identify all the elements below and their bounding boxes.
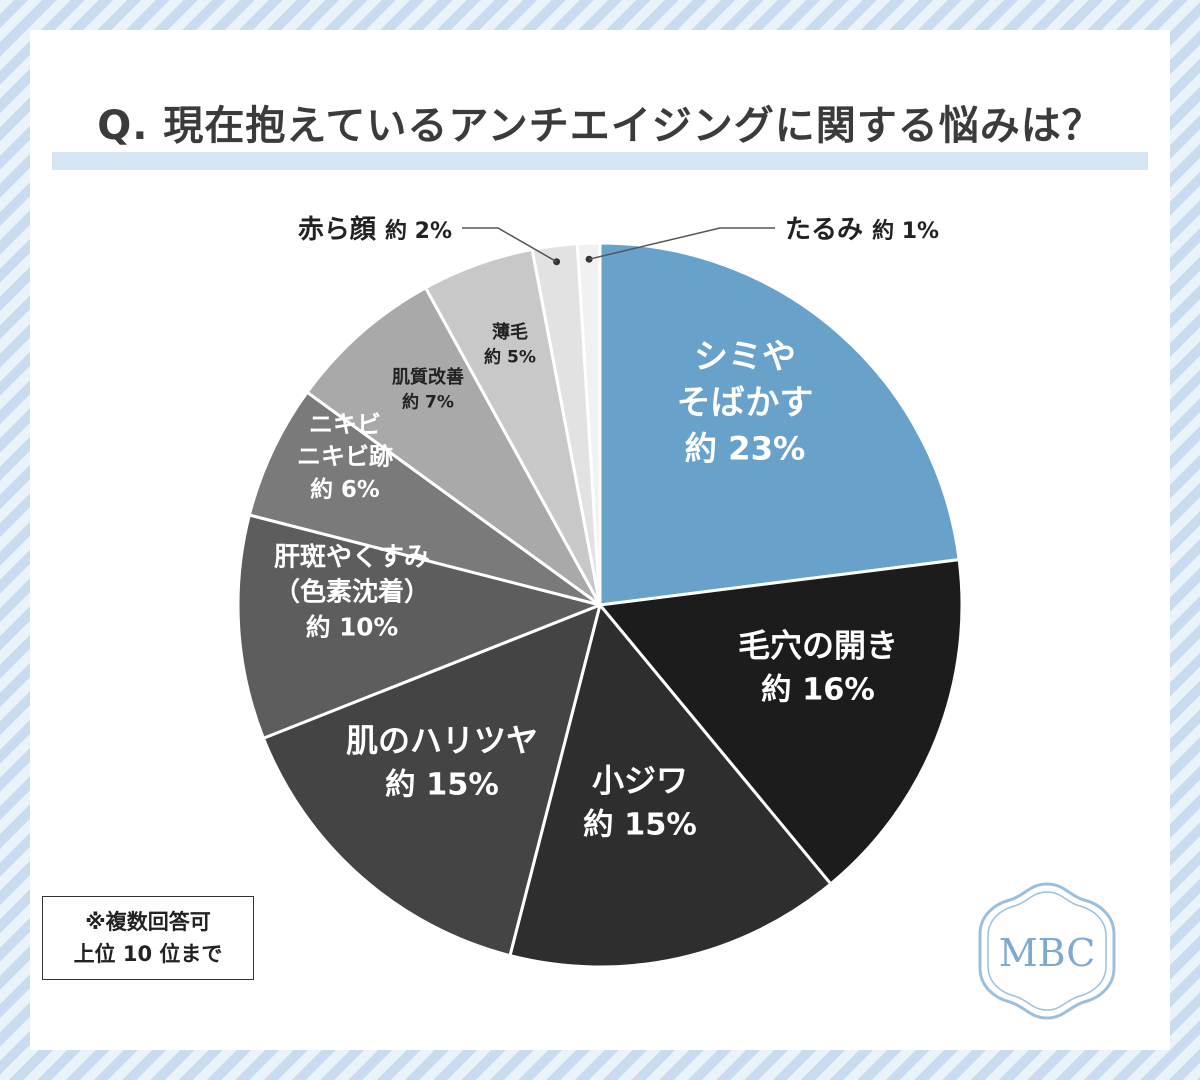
slice-value-2: 約 15% [583,808,697,843]
pie-slice-1 [598,558,964,886]
note-box: ※複数回答可 上位 10 位まで [42,896,254,980]
slice-value-6: 約 7% [402,391,454,412]
slice-name-7-0: 薄毛 [492,321,528,343]
slice-name-5-0: ニキビ [309,410,381,438]
slice-name-0-0: シミや [694,337,796,377]
callout-label-8: 赤ら顔 約 2% [298,215,452,245]
note-line-1: ※複数回答可 [85,910,211,934]
pie-slice-6 [305,286,602,607]
title-highlight [52,152,1148,170]
slice-value-0: 約 23% [685,430,806,468]
slice-value-3: 約 15% [385,768,499,803]
pie-slice-0 [598,241,961,607]
pie-slice-9 [575,241,602,607]
chart-title: Q. 現在抱えているアンチエイジングに関する悩みは？ [97,103,1103,149]
pie-slice-2 [508,603,833,969]
callout-line-8 [462,227,557,263]
slice-value-1: 約 16% [761,673,875,708]
slice-name-2-0: 小ジワ [592,761,688,799]
pie-slice-5 [247,390,602,607]
slice-value-4: 約 10% [306,613,398,642]
title-block: Q. 現在抱えているアンチエイジングに関する悩みは？ [52,90,1148,180]
slice-name-3-0: 肌のハリツヤ [346,721,538,759]
slice-name-1-0: 毛穴の開き [738,626,898,664]
slice-label-4: 肝斑やくすみ （色素沈着） 約 10% [274,542,430,641]
slice-value-7: 約 5% [484,346,536,367]
mbc-logo: MBC [978,882,1116,1020]
slice-name-4-1: （色素沈着） [274,577,430,608]
callout-label-9: たるみ 約 1% [785,215,939,245]
slice-name-5-1: ニキビ跡 [297,443,393,471]
slice-name-6-0: 肌質改善 [392,366,464,388]
note-line-2: 上位 10 位まで [73,942,223,966]
slice-name-0-1: そばかす [677,383,814,423]
slice-name-4-0: 肝斑やくすみ [274,542,430,572]
pie-slice-3 [261,603,602,958]
slice-label-7: 薄毛約 5% [484,321,536,367]
slice-value-5: 約 6% [310,476,380,503]
pie-slice-4 [236,513,602,740]
logo-text: MBC [999,931,1096,975]
callout-line-9 [588,227,775,260]
